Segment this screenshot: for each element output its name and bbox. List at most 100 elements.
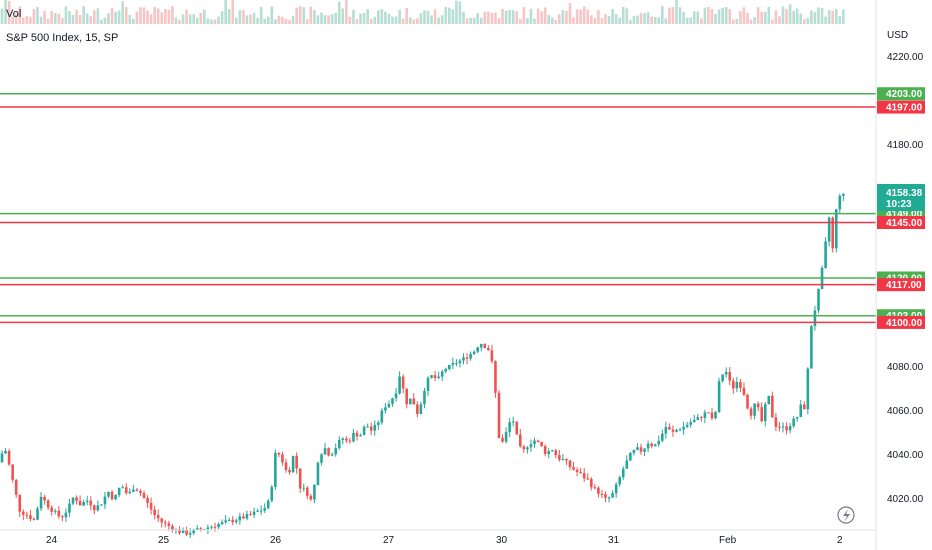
volume-bar: [199, 12, 203, 24]
candle-body: [586, 478, 590, 480]
candle-body: [7, 450, 11, 465]
price-axis[interactable]: 4220.00 4180.00 4080.00 4060.00 4040.00 …: [887, 52, 924, 505]
volume-bar: [64, 6, 68, 25]
candle-body: [550, 450, 554, 452]
candle-body: [11, 464, 14, 480]
volume-bar: [746, 12, 749, 24]
volume-bar: [192, 14, 195, 24]
candle-body: [274, 452, 277, 487]
volume-bar: [206, 18, 210, 24]
volume-bar: [785, 8, 788, 24]
volume-bar: [593, 17, 597, 24]
candle-body: [650, 443, 653, 447]
volume-bar: [558, 14, 561, 24]
candle-body: [487, 348, 490, 351]
volume-bar: [763, 11, 767, 24]
last-price-value: 4158.38: [886, 188, 923, 199]
volume-bar: [235, 17, 238, 24]
volume-bar: [185, 9, 188, 24]
price-tick: 4040.00: [887, 450, 924, 461]
volume-bar: [401, 18, 405, 24]
candle-body: [259, 510, 263, 512]
candle-body: [519, 434, 522, 447]
candle-body: [561, 458, 565, 460]
volume-bar: [96, 8, 100, 24]
time-axis[interactable]: 24 25 26 27 30 31 Feb 2: [46, 535, 843, 546]
candle-body: [618, 477, 621, 485]
candle-body: [29, 515, 32, 519]
horizontal-levels[interactable]: [0, 92, 876, 324]
volume-bar: [245, 15, 249, 24]
candle-body: [164, 522, 167, 524]
volume-bar: [220, 11, 224, 24]
volume-bar: [838, 16, 842, 24]
volume-bar: [607, 15, 611, 24]
candle-body: [36, 508, 39, 520]
candle-body: [785, 426, 788, 431]
candle-body: [263, 508, 266, 511]
candle-body: [426, 377, 430, 391]
candle-body: [643, 448, 646, 452]
candle-body: [604, 494, 607, 498]
candle-body: [689, 422, 692, 425]
volume-bar: [164, 9, 167, 24]
candle-body: [451, 363, 455, 365]
candle-body: [89, 500, 93, 506]
candle-body: [103, 496, 107, 505]
level-tag-bg: [877, 278, 925, 292]
candle-body: [167, 523, 171, 526]
candle-body: [554, 450, 558, 456]
volume-bar: [259, 7, 263, 25]
volume-bar: [476, 13, 479, 24]
volume-bar: [501, 8, 504, 24]
candle-body: [462, 357, 465, 361]
candle-body: [721, 374, 724, 382]
volume-bar: [394, 16, 398, 24]
time-tick: 27: [383, 535, 395, 546]
volume-bar: [380, 8, 384, 24]
volume-bar: [213, 19, 217, 24]
candle-body: [46, 500, 50, 508]
volume-bar: [298, 6, 302, 25]
candle-body: [636, 447, 639, 450]
candle-body: [433, 375, 437, 378]
time-tick: 24: [46, 535, 58, 546]
lightning-icon[interactable]: [837, 506, 855, 524]
volume-bar: [565, 11, 568, 24]
volume-bar: [252, 12, 256, 24]
candle-body: [366, 426, 369, 428]
volume-bar: [543, 7, 547, 24]
candle-body: [320, 454, 323, 463]
candle-body: [675, 429, 678, 432]
candle-body: [405, 388, 408, 405]
volume-bar: [128, 14, 132, 24]
volume-bar: [742, 7, 746, 25]
volume-bar: [511, 10, 515, 24]
candle-body: [547, 451, 550, 454]
volume-bar: [188, 14, 192, 24]
candle-body: [661, 433, 664, 441]
candle-body: [593, 487, 597, 489]
candle-body: [501, 437, 504, 442]
volume-bar: [710, 8, 714, 24]
volume-bar: [433, 9, 437, 24]
volume-bar: [398, 9, 401, 24]
candle-body: [717, 381, 721, 413]
time-tick: 30: [496, 535, 508, 546]
candle-body: [778, 426, 781, 428]
volume-bar: [621, 6, 625, 24]
candle-body: [110, 491, 114, 500]
volume-bar: [799, 13, 803, 24]
volume-bar: [132, 19, 135, 24]
candle-body: [252, 511, 256, 515]
volume-bar: [568, 3, 572, 25]
volume-bar: [586, 9, 590, 24]
candle-body: [735, 382, 739, 389]
level-tag-label: 4100.00: [886, 318, 923, 329]
candle-body: [810, 326, 813, 369]
candle-body: [795, 416, 799, 419]
candle-body: [14, 479, 18, 495]
volume-bar: [423, 10, 426, 24]
time-tick: 25: [158, 535, 170, 546]
